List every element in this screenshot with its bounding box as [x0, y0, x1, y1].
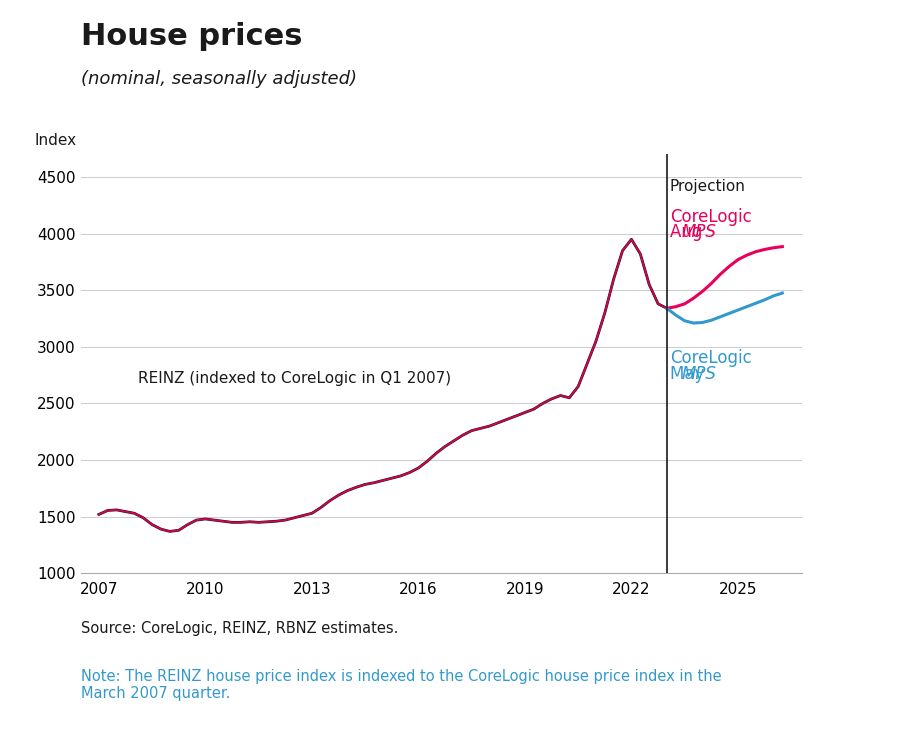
- Text: Source: CoreLogic, REINZ, RBNZ estimates.: Source: CoreLogic, REINZ, RBNZ estimates…: [81, 621, 398, 636]
- Text: MPS: MPS: [681, 365, 716, 383]
- Text: CoreLogic: CoreLogic: [669, 349, 751, 367]
- Text: REINZ (indexed to CoreLogic in Q1 2007): REINZ (indexed to CoreLogic in Q1 2007): [138, 371, 450, 386]
- Text: (nominal, seasonally adjusted): (nominal, seasonally adjusted): [81, 70, 357, 87]
- Text: CoreLogic: CoreLogic: [669, 207, 751, 226]
- Text: House prices: House prices: [81, 22, 303, 51]
- Text: Aug: Aug: [669, 223, 707, 241]
- Text: Index: Index: [34, 134, 77, 148]
- Text: MPS: MPS: [682, 223, 717, 241]
- Text: Projection: Projection: [669, 179, 745, 194]
- Text: May: May: [669, 365, 709, 383]
- Text: Note: The REINZ house price index is indexed to the CoreLogic house price index : Note: The REINZ house price index is ind…: [81, 669, 722, 701]
